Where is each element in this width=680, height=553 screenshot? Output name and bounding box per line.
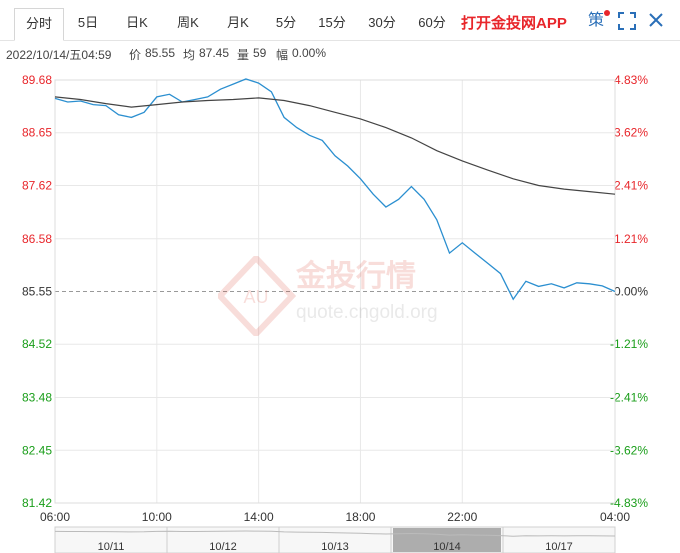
navigator-line xyxy=(54,530,616,537)
navigator-label: 10/12 xyxy=(209,541,237,553)
average-label: 均 xyxy=(183,48,196,62)
tab-5day[interactable]: 5日 xyxy=(77,15,99,30)
price-value: 85.55 xyxy=(145,46,176,60)
tab-monthly-k[interactable]: 月K xyxy=(227,15,249,30)
navigator-label: 10/13 xyxy=(321,541,349,553)
y-tick-label-percent: 2.41% xyxy=(614,178,648,192)
tab-intraday[interactable]: 分时 xyxy=(14,8,64,41)
fullscreen-icon[interactable] xyxy=(618,12,636,37)
y-tick-label-percent: -2.41% xyxy=(610,391,648,405)
x-tick-label: 06:00 xyxy=(40,510,70,524)
y-tick-label-price: 86.58 xyxy=(22,232,52,246)
tab-5min[interactable]: 5分 xyxy=(275,15,297,30)
y-tick-label-price: 87.62 xyxy=(22,178,52,192)
x-tick-label: 22:00 xyxy=(447,510,477,524)
strategy-button[interactable]: 策 xyxy=(588,12,605,29)
change-value: 0.00% xyxy=(292,46,327,60)
open-app-link[interactable]: 打开金投网APP xyxy=(461,15,567,32)
navigator-label: 10/14 xyxy=(433,541,461,553)
tab-weekly-k[interactable]: 周K xyxy=(177,15,199,30)
change-label: 幅 xyxy=(276,48,289,62)
y-tick-label-percent: 3.62% xyxy=(614,126,648,140)
period-tab-bar: 分时 5日 日K 周K 月K 5分 15分 30分 60分 打开金投网APP 策 xyxy=(0,0,680,41)
y-tick-label-percent: -4.83% xyxy=(610,496,648,510)
y-tick-label-price: 88.65 xyxy=(22,126,52,140)
x-tick-label: 10:00 xyxy=(142,510,172,524)
tab-15min[interactable]: 15分 xyxy=(318,15,346,30)
average-line xyxy=(54,96,616,195)
y-tick-label-price: 83.48 xyxy=(22,391,52,405)
y-tick-label-price: 89.68 xyxy=(22,73,52,87)
notification-dot xyxy=(604,10,610,16)
x-tick-label: 14:00 xyxy=(244,510,274,524)
tab-daily-k[interactable]: 日K xyxy=(126,15,148,30)
navigator-label: 10/11 xyxy=(98,541,125,553)
navigator-label: 10/17 xyxy=(545,541,573,553)
x-tick-label: 18:00 xyxy=(345,510,375,524)
y-tick-label-price: 82.45 xyxy=(22,443,52,457)
y-tick-label-percent: 0.00% xyxy=(614,285,648,299)
volume-label: 量 xyxy=(237,48,250,62)
price-label: 价 xyxy=(129,48,142,62)
y-tick-label-percent: 4.83% xyxy=(614,73,648,87)
x-tick-label: 04:00 xyxy=(600,510,630,524)
y-tick-label-price: 85.55 xyxy=(22,285,52,299)
intraday-chart[interactable]: 89.68 4.83% 88.65 3.62% 87.62 2.41% 86.58 1.21%… xyxy=(0,66,680,553)
price-line xyxy=(54,78,616,301)
tab-30min[interactable]: 30分 xyxy=(368,15,396,30)
y-tick-label-percent: -1.21% xyxy=(610,337,648,351)
average-value: 87.45 xyxy=(199,46,230,60)
navigator-strip xyxy=(54,526,616,553)
y-tick-label-price: 81.42 xyxy=(22,496,52,510)
close-icon[interactable] xyxy=(648,12,664,35)
y-tick-label-percent: 1.21% xyxy=(614,232,648,246)
y-tick-label-price: 84.52 xyxy=(22,337,52,351)
quote-datetime: 2022/10/14/五04:59 xyxy=(6,48,112,62)
quote-info-bar: 2022/10/14/五04:59 价 85.55 均 87.45 量 59 幅… xyxy=(0,44,680,64)
tab-60min[interactable]: 60分 xyxy=(418,15,446,30)
y-tick-label-percent: -3.62% xyxy=(610,443,648,457)
volume-value: 59 xyxy=(253,46,267,60)
navigator-selection xyxy=(393,528,501,552)
